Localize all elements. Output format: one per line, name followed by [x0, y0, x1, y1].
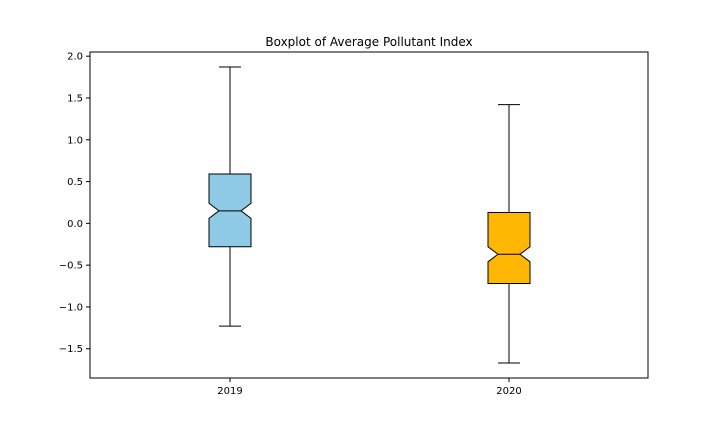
y-tick-label: 0.0: [67, 219, 83, 230]
y-tick-label: 1.5: [67, 93, 83, 104]
y-tick-label: −1.0: [59, 302, 83, 313]
y-tick-label: −0.5: [59, 261, 83, 272]
box-2020: [487, 211, 531, 285]
y-tick-label: −1.5: [59, 344, 83, 355]
chart-title: Boxplot of Average Pollutant Index: [265, 35, 472, 49]
plot-area: −1.5 −1.0 −0.5 0.0 0.5 1.0 1.5 2.0 2019 2020: [59, 52, 531, 397]
x-tick-label: 2020: [496, 386, 521, 397]
y-tick-label: 1.0: [67, 135, 83, 146]
x-tick-label: 2019: [217, 386, 242, 397]
y-tick-label: 0.5: [67, 177, 83, 188]
plot-frame: [89, 51, 649, 379]
y-tick-label: 2.0: [67, 52, 83, 63]
